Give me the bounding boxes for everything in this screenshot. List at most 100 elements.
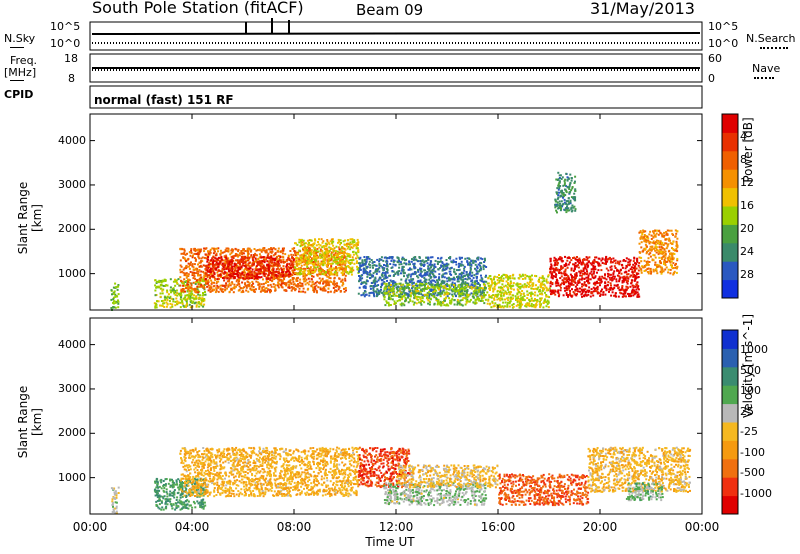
colorbar-swatch bbox=[722, 169, 738, 189]
colorbar-tick-label: 24 bbox=[740, 245, 754, 258]
echo-patch-2 bbox=[179, 446, 360, 498]
nave-tick-top: 60 bbox=[708, 52, 722, 65]
noise-tick-right-top: 10^5 bbox=[708, 20, 739, 33]
echo-patch-1 bbox=[153, 278, 207, 309]
x-tick-label: 08:00 bbox=[276, 520, 312, 534]
nsearch-label: N.Search bbox=[746, 32, 796, 45]
echo-patch-10 bbox=[554, 171, 577, 214]
colorbar-swatch bbox=[722, 477, 738, 497]
colorbar-tick-label: 500 bbox=[740, 364, 761, 377]
date-label: 31/May/2013 bbox=[590, 0, 695, 18]
colorbar-frame bbox=[721, 113, 739, 299]
y-tick-label: 1000 bbox=[58, 267, 86, 280]
colorbar-tick-label: 28 bbox=[740, 268, 754, 281]
nsky-trace bbox=[91, 32, 701, 35]
y-tick-label: 4000 bbox=[58, 338, 86, 351]
y-axis-label: Slant Range [km] bbox=[16, 385, 44, 459]
nave-dots bbox=[754, 77, 774, 79]
freq-panel-frame bbox=[89, 53, 703, 83]
cpid-value: normal (fast) 151 RF bbox=[94, 93, 234, 107]
colorbar-swatch bbox=[722, 261, 738, 281]
echo-patch-8 bbox=[625, 482, 665, 502]
colorbar-tick-label: -1000 bbox=[740, 487, 772, 500]
noise-tick-left-top: 10^5 bbox=[50, 20, 81, 33]
noise-tick-right-bottom: 10^0 bbox=[708, 37, 739, 50]
cpid-label: CPID bbox=[4, 88, 34, 101]
axis-ticks bbox=[89, 114, 703, 514]
x-tick-label: 00:00 bbox=[72, 520, 108, 534]
colorbars bbox=[721, 113, 739, 515]
cpid-panel-frame bbox=[89, 85, 703, 109]
colorbar-swatch bbox=[722, 132, 738, 152]
beam-label: Beam 09 bbox=[356, 1, 424, 19]
y-axis-label: Slant Range [km] bbox=[16, 181, 44, 255]
nave-label: Nave bbox=[752, 62, 781, 75]
colorbar-swatch bbox=[722, 224, 738, 244]
freq-label-1: Freq. bbox=[10, 54, 38, 67]
colorbar-swatch bbox=[722, 366, 738, 386]
colorbar-swatch bbox=[722, 206, 738, 225]
y-tick-label: 3000 bbox=[58, 382, 86, 395]
colorbar-tick-label: 20 bbox=[740, 222, 754, 235]
x-tick-label: 20:00 bbox=[582, 520, 618, 534]
colorbar-swatch bbox=[722, 279, 738, 299]
echo-patch-3 bbox=[204, 255, 296, 281]
colorbar-swatch bbox=[722, 403, 738, 423]
freq-tick-top: 18 bbox=[64, 52, 78, 65]
noise-panel-frame bbox=[89, 21, 703, 51]
colorbar-label: Velocity [m s^-1] bbox=[741, 313, 755, 419]
colorbar-tick-label: -100 bbox=[740, 446, 765, 459]
nsky-underline bbox=[10, 47, 24, 48]
noise-tick-left-bottom: 10^0 bbox=[50, 37, 81, 50]
colorbar-tick-label: 100 bbox=[740, 384, 761, 397]
nave-tick-bottom: 0 bbox=[708, 72, 715, 85]
colorbar-swatch bbox=[722, 330, 738, 349]
echo-patch-5 bbox=[396, 464, 500, 489]
echo-patch-7 bbox=[587, 446, 692, 493]
colorbar-tick-label: 12 bbox=[740, 176, 754, 189]
echo-patch-6 bbox=[498, 473, 590, 507]
colorbar-swatch bbox=[722, 348, 738, 368]
y-tick-label: 4000 bbox=[58, 134, 86, 147]
colorbar-tick-label: -500 bbox=[740, 466, 765, 479]
nsky-label: N.Sky bbox=[4, 32, 36, 45]
colorbar-swatch bbox=[722, 440, 738, 460]
echo-patch-8 bbox=[549, 255, 641, 298]
echo-patch-7 bbox=[486, 273, 551, 309]
colorbar-swatch bbox=[722, 187, 738, 207]
x-tick-label: 16:00 bbox=[480, 520, 516, 534]
y-tick-label: 3000 bbox=[58, 178, 86, 191]
colorbar-swatch bbox=[722, 242, 738, 262]
x-tick-label: 12:00 bbox=[378, 520, 414, 534]
power-heatmap bbox=[90, 171, 702, 311]
y-tick-label: 1000 bbox=[58, 471, 86, 484]
echo-patch-9 bbox=[638, 229, 679, 276]
x-tick-label: 04:00 bbox=[174, 520, 210, 534]
echo-patch-0 bbox=[110, 486, 120, 515]
echo-patch-1 bbox=[153, 477, 207, 511]
freq-underline bbox=[10, 80, 24, 81]
nsearch-dots bbox=[760, 47, 788, 49]
colorbar-swatch bbox=[722, 385, 738, 405]
x-tick-label: 00:00 bbox=[684, 520, 720, 534]
echo-patch-6 bbox=[383, 282, 487, 307]
colorbar-tick-label: 8 bbox=[740, 153, 747, 166]
colorbar-swatch bbox=[722, 150, 738, 170]
y-tick-label: 2000 bbox=[58, 426, 86, 439]
colorbar-swatch bbox=[722, 114, 738, 133]
colorbar-swatch bbox=[722, 458, 738, 478]
colorbar-swatch bbox=[722, 495, 738, 515]
colorbar-tick-label: 1000 bbox=[740, 343, 768, 356]
colorbar-label: Power [dB] bbox=[741, 117, 755, 183]
freq-label-2: [MHz] bbox=[4, 66, 37, 79]
colorbar-tick-label: 4 bbox=[740, 130, 747, 143]
colorbar-tick-label: 16 bbox=[740, 199, 754, 212]
colorbar-tick-label: -25 bbox=[740, 425, 758, 438]
y-tick-label: 2000 bbox=[58, 222, 86, 235]
echo-patch-4 bbox=[294, 238, 360, 276]
freq-tick-bottom: 8 bbox=[68, 72, 75, 85]
colorbar-frame bbox=[721, 329, 739, 515]
x-axis-label: Time UT bbox=[365, 535, 415, 549]
station-title: South Pole Station (fitACF) bbox=[92, 0, 304, 17]
